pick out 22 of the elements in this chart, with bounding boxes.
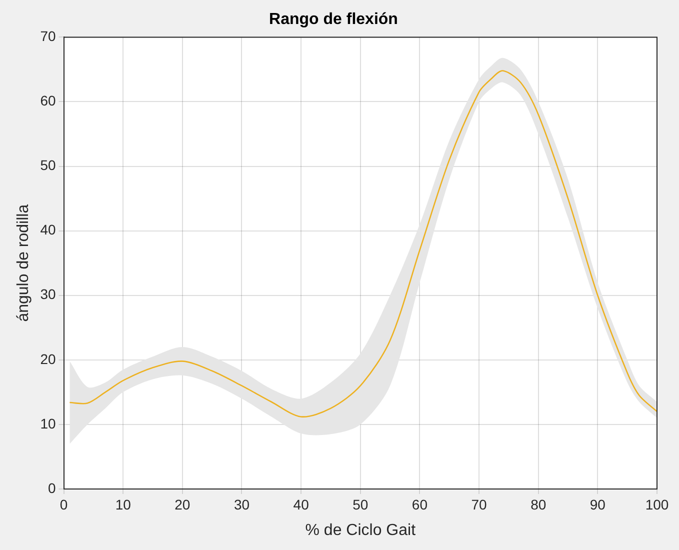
y-tick-label: 10 — [40, 415, 56, 432]
x-tick-label: 60 — [412, 496, 428, 512]
y-tick-label: 30 — [40, 286, 56, 302]
x-tick-label: 20 — [174, 496, 190, 512]
x-tick-label: 30 — [234, 496, 250, 512]
y-axis-title: ángulo de rodilla — [15, 204, 32, 322]
x-tick-label: 90 — [590, 496, 606, 512]
y-tick-label: 0 — [48, 480, 56, 496]
y-tick-label: 70 — [40, 28, 56, 44]
y-tick-label: 60 — [40, 92, 56, 109]
x-tick-label: 80 — [530, 496, 546, 512]
y-tick-label: 20 — [40, 350, 56, 367]
y-tick-label: 50 — [40, 157, 56, 174]
y-tick-label: 40 — [40, 222, 56, 238]
x-axis-title: % de Ciclo Gait — [305, 522, 416, 539]
x-tick-label: 40 — [293, 496, 310, 512]
x-tick-label: 70 — [471, 496, 488, 512]
x-tick-label: 0 — [60, 496, 68, 512]
x-tick-label: 10 — [115, 496, 132, 512]
x-tick-label: 100 — [645, 496, 669, 512]
x-tick-label: 50 — [352, 496, 368, 512]
chart-title: Rango de flexión — [269, 11, 398, 28]
